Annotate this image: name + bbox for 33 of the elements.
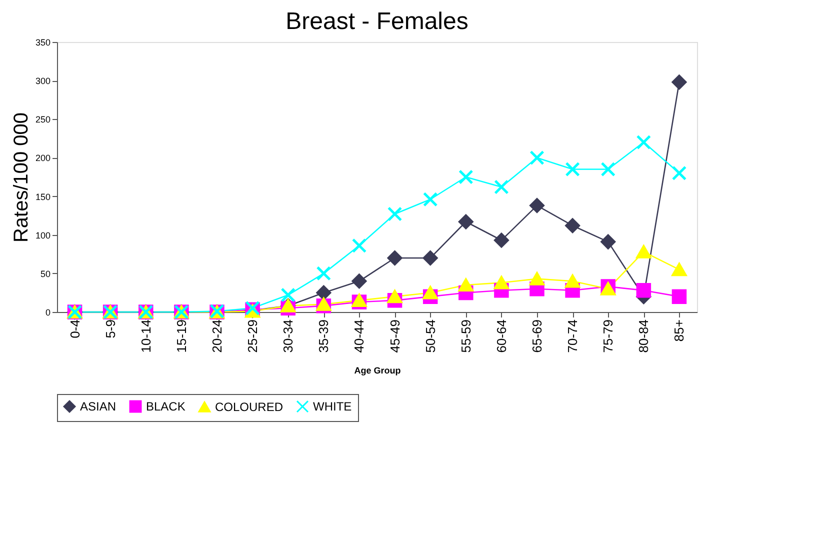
y-tick-label: 100	[35, 230, 50, 240]
y-tick-label: 250	[35, 114, 50, 125]
x-tick-label: 80-84	[636, 320, 652, 353]
x-tick-label: 75-79	[600, 320, 616, 353]
legend-label: ASIAN	[80, 400, 116, 414]
x-tick-label: 50-54	[422, 320, 438, 353]
x-tick-label: 65-69	[530, 320, 544, 353]
x-tick-label: 85+	[672, 320, 687, 342]
x-tick-label: 35-39	[316, 320, 332, 353]
x-tick-label: 5-9	[102, 320, 118, 338]
x-tick-label: 60-64	[494, 320, 509, 353]
y-tick-label: 0	[45, 308, 50, 318]
y-tick-label: 300	[35, 76, 50, 86]
chart-title: Breast - Females	[286, 8, 468, 35]
x-tick-label: 25-29	[245, 320, 260, 353]
legend-label: COLOURED	[215, 400, 284, 414]
x-tick-label: 70-74	[565, 320, 580, 353]
x-tick-label: 30-34	[280, 320, 296, 353]
x-tick-label: 55-59	[458, 320, 474, 353]
y-tick-label: 150	[35, 192, 50, 202]
x-tick-label: 0-4	[67, 320, 82, 338]
x-tick-label: 20-24	[210, 320, 224, 353]
y-tick-label: 200	[35, 153, 50, 164]
x-axis-title: Age Group	[354, 366, 402, 376]
x-tick-label: 15-19	[174, 320, 189, 353]
legend-label: WHITE	[313, 400, 352, 414]
y-tick-label: 50	[40, 268, 50, 279]
x-tick-label: 45-49	[387, 320, 402, 353]
x-tick-label: 40-44	[352, 320, 367, 353]
y-axis-title: Rates/100 000	[10, 112, 32, 243]
y-tick-label: 350	[35, 38, 50, 48]
x-tick-label: 10-14	[138, 320, 154, 353]
legend-label: BLACK	[146, 400, 186, 414]
